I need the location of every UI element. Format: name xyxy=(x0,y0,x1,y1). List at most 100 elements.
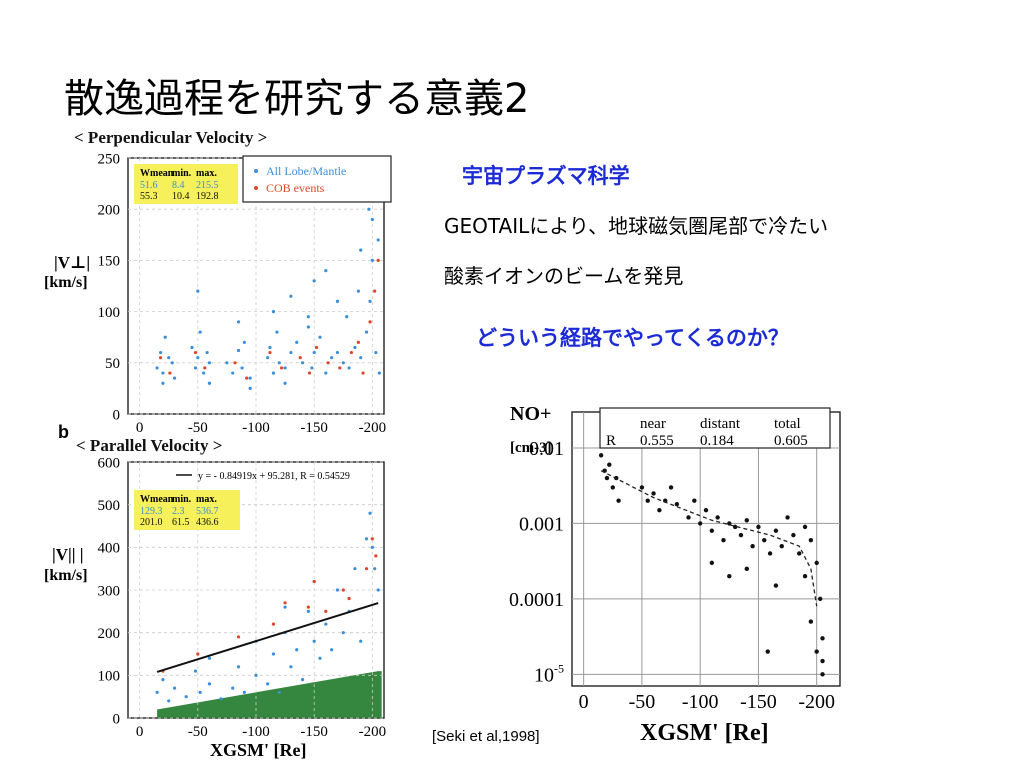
data-point xyxy=(802,524,808,530)
x-tick-label: -100 xyxy=(242,420,270,436)
legend-marker xyxy=(254,186,258,190)
data-point xyxy=(374,350,378,355)
data-point xyxy=(161,381,165,385)
data-point xyxy=(364,537,369,541)
x-tick-label: -50 xyxy=(629,691,656,713)
data-point xyxy=(721,537,726,543)
data-point xyxy=(692,498,697,503)
data-point xyxy=(341,361,345,365)
x-tick-label: 0 xyxy=(136,420,144,436)
y-tick-label: 10-5 xyxy=(534,661,564,686)
data-point xyxy=(306,325,310,329)
data-point xyxy=(364,567,369,571)
data-point xyxy=(271,652,276,656)
data-point xyxy=(341,631,345,635)
data-point xyxy=(779,543,784,549)
data-point xyxy=(376,238,380,242)
data-point xyxy=(248,386,252,390)
data-point xyxy=(353,345,357,350)
data-point xyxy=(318,656,322,660)
data-point xyxy=(196,289,200,293)
data-point xyxy=(198,330,202,334)
data-point xyxy=(207,381,212,385)
data-point xyxy=(268,350,272,355)
data-point xyxy=(310,366,314,370)
data-point xyxy=(280,366,284,370)
y-tick-label: 0.001 xyxy=(519,513,564,535)
data-point xyxy=(368,299,372,303)
data-point xyxy=(359,639,363,643)
stats-cell: 215.5 xyxy=(196,180,219,191)
y-tick-label: 0 xyxy=(113,711,121,727)
data-point xyxy=(376,588,380,592)
data-point xyxy=(242,340,246,344)
data-point xyxy=(193,366,198,370)
data-point xyxy=(158,356,163,360)
data-point xyxy=(275,330,279,334)
plot-frame xyxy=(571,411,841,687)
stats-cell: 201.0 xyxy=(140,517,163,528)
data-point xyxy=(271,371,276,375)
data-point xyxy=(817,596,823,602)
body-line-1: GEOTAILにより、地球磁気圏尾部で冷たい xyxy=(444,214,829,238)
panel-letter-b: b xyxy=(58,422,69,442)
data-point xyxy=(236,635,241,639)
stats-cell: 2.3 xyxy=(172,506,185,517)
data-point xyxy=(773,583,779,588)
data-point xyxy=(170,361,174,365)
parallel-chart-title: < Parallel Velocity > xyxy=(76,436,223,455)
data-point xyxy=(324,622,328,626)
data-point xyxy=(155,690,159,695)
data-point xyxy=(231,371,235,375)
y-tick-label: 600 xyxy=(98,455,121,471)
y-tick-label: 50 xyxy=(105,356,120,372)
stats-header: total xyxy=(774,416,801,432)
data-point xyxy=(266,356,270,360)
stats-cell: 0.605 xyxy=(774,433,808,449)
data-point xyxy=(306,315,310,319)
data-point xyxy=(225,361,229,365)
y-tick-exponent: -5 xyxy=(554,661,564,675)
y-tick-label: 500 xyxy=(98,498,121,514)
stats-header: max. xyxy=(196,168,217,179)
data-point xyxy=(161,371,165,375)
data-point xyxy=(715,515,720,520)
data-point xyxy=(709,528,715,533)
slide-title: 散逸過程を研究する意義2 xyxy=(64,76,530,122)
data-point xyxy=(744,566,749,572)
x-tick-label: -100 xyxy=(242,724,270,740)
data-point xyxy=(703,507,709,513)
data-point xyxy=(808,537,814,543)
data-point xyxy=(645,498,650,503)
data-point xyxy=(245,376,249,380)
data-point xyxy=(651,491,656,496)
data-point xyxy=(233,361,237,365)
data-point xyxy=(306,605,310,609)
x-tick-label: 0 xyxy=(579,691,589,713)
data-point xyxy=(155,366,159,370)
data-point xyxy=(330,356,334,360)
stats-header: Wmean xyxy=(140,494,174,505)
citation: [Seki et al,1998] xyxy=(432,728,540,745)
data-point xyxy=(277,361,281,365)
data-point xyxy=(203,366,207,370)
data-point xyxy=(295,340,299,344)
data-point xyxy=(367,207,371,211)
data-point xyxy=(168,371,172,375)
data-point xyxy=(236,665,241,669)
y-tick-label: 0.01 xyxy=(529,438,564,460)
data-point xyxy=(674,501,680,507)
data-point xyxy=(289,294,293,298)
stats-cell: 10.4 xyxy=(172,191,190,202)
stats-cell: 8.4 xyxy=(172,180,185,191)
data-point xyxy=(808,619,814,624)
data-point xyxy=(347,366,351,370)
y-tick-label: 150 xyxy=(98,254,121,270)
stats-cell: 536.7 xyxy=(196,506,219,517)
data-point xyxy=(172,686,177,690)
fit-legend-label: y = - 0.84919x + 95.281, R = 0.54529 xyxy=(198,471,350,482)
y-tick-label: 200 xyxy=(98,202,121,218)
data-point xyxy=(314,345,319,350)
stats-cell: 0.555 xyxy=(640,433,674,449)
